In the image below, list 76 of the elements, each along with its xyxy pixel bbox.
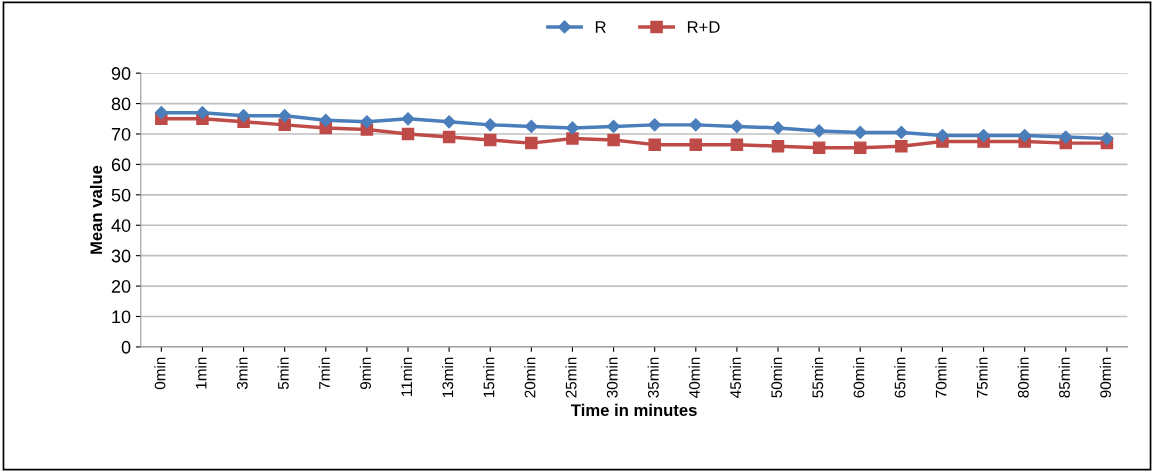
point	[607, 133, 620, 147]
point	[771, 121, 785, 135]
y-tick-label: 90	[111, 67, 131, 80]
x-tick-label: 30min	[606, 357, 618, 398]
x-tick-label: 60min	[853, 357, 865, 398]
point	[648, 138, 661, 151]
x-tick-label: 1min	[195, 357, 207, 389]
y-tick-label: 30	[111, 249, 131, 263]
point	[524, 119, 538, 133]
x-tick-label: 85min	[1058, 357, 1070, 398]
point	[236, 109, 251, 123]
point	[360, 115, 374, 129]
y-tick-label: 70	[111, 127, 131, 141]
y-tick-label: 20	[111, 280, 131, 293]
x-tick-label: 5min	[277, 357, 289, 390]
point	[976, 128, 991, 143]
x-tick-label: 45min	[729, 357, 741, 398]
y-tick-label: 80	[111, 97, 131, 111]
x-tick-label: 9min	[359, 357, 371, 390]
x-tick-label: 50min	[770, 357, 783, 398]
x-tick-label: 75min	[976, 357, 988, 398]
x-tick-label: 20min	[524, 357, 536, 398]
x-tick-label: 7min	[318, 357, 330, 389]
point	[689, 138, 703, 151]
y-tick-label: 50	[111, 188, 131, 202]
x-tick-label: 15min	[483, 357, 495, 398]
point	[483, 133, 497, 147]
point	[1059, 130, 1073, 144]
point	[525, 136, 538, 150]
point	[401, 127, 415, 141]
point	[278, 118, 291, 132]
point	[195, 106, 210, 120]
point	[935, 128, 950, 143]
x-tick-label: 0min	[154, 357, 166, 390]
point	[566, 132, 579, 145]
x-tick-label: 25min	[565, 357, 577, 398]
y-tick-label: 0	[121, 340, 131, 354]
point	[565, 121, 580, 135]
point	[483, 118, 497, 132]
point	[771, 139, 785, 153]
point	[319, 113, 333, 127]
legend-label: R+D	[687, 21, 720, 33]
y-tick-label: 40	[111, 219, 131, 232]
point	[894, 125, 908, 140]
x-tick-label: 90min	[1099, 357, 1111, 398]
x-tick-label: 13min	[442, 357, 454, 398]
x-tick-label: 80min	[1017, 357, 1029, 398]
x-axis-title: Time in minutes	[571, 403, 697, 417]
x-tick-label: 65min	[894, 357, 906, 398]
x-tick-label: 3min	[236, 357, 248, 390]
point	[895, 139, 908, 153]
point	[648, 118, 662, 132]
point	[1018, 128, 1032, 143]
legend-label: R	[595, 21, 606, 33]
point	[1100, 131, 1114, 146]
point	[442, 115, 456, 129]
point	[689, 118, 703, 132]
point	[730, 138, 744, 151]
point	[154, 106, 168, 120]
point	[442, 130, 456, 144]
x-tick-label: 55min	[812, 357, 824, 398]
point	[853, 125, 867, 140]
point	[812, 141, 826, 154]
x-tick-label: 35min	[647, 357, 659, 398]
point	[812, 124, 826, 138]
y-axis-title: Mean value	[89, 165, 103, 254]
x-tick-label: 11min	[400, 357, 412, 396]
point	[401, 112, 415, 126]
x-tick-label: 70min	[935, 357, 947, 398]
point	[606, 119, 621, 133]
point	[730, 119, 744, 133]
point	[278, 109, 292, 123]
point	[853, 141, 867, 154]
x-tick-label: 40min	[688, 357, 700, 398]
y-tick-label: 10	[112, 310, 131, 324]
y-tick-label: 60	[111, 158, 131, 172]
